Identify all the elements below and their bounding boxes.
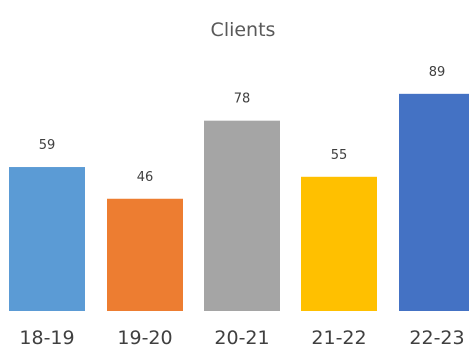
data-label-21-22: 55	[331, 148, 348, 163]
bar-18-19	[9, 167, 85, 311]
x-axis-tick-labels: 18-19 19-20 20-21 21-22 22-23	[19, 327, 464, 349]
tick-label-21-22: 21-22	[311, 327, 366, 349]
tick-label-20-21: 20-21	[214, 327, 269, 349]
tick-label-22-23: 22-23	[409, 327, 464, 349]
data-label-22-23: 89	[429, 65, 446, 80]
bar-21-22	[301, 176, 377, 311]
tick-label-19-20: 19-20	[117, 327, 172, 349]
bars-group	[9, 93, 469, 312]
data-label-18-19: 59	[39, 138, 56, 153]
data-label-19-20: 46	[137, 170, 154, 185]
data-label-20-21: 78	[234, 92, 251, 107]
bar-20-21	[204, 120, 280, 312]
bar-22-23	[399, 93, 469, 311]
tick-label-18-19: 18-19	[19, 327, 74, 349]
bar-19-20	[107, 198, 183, 311]
data-labels-group: 59 46 78 55 89	[39, 65, 446, 185]
chart-title: Clients	[211, 19, 276, 41]
